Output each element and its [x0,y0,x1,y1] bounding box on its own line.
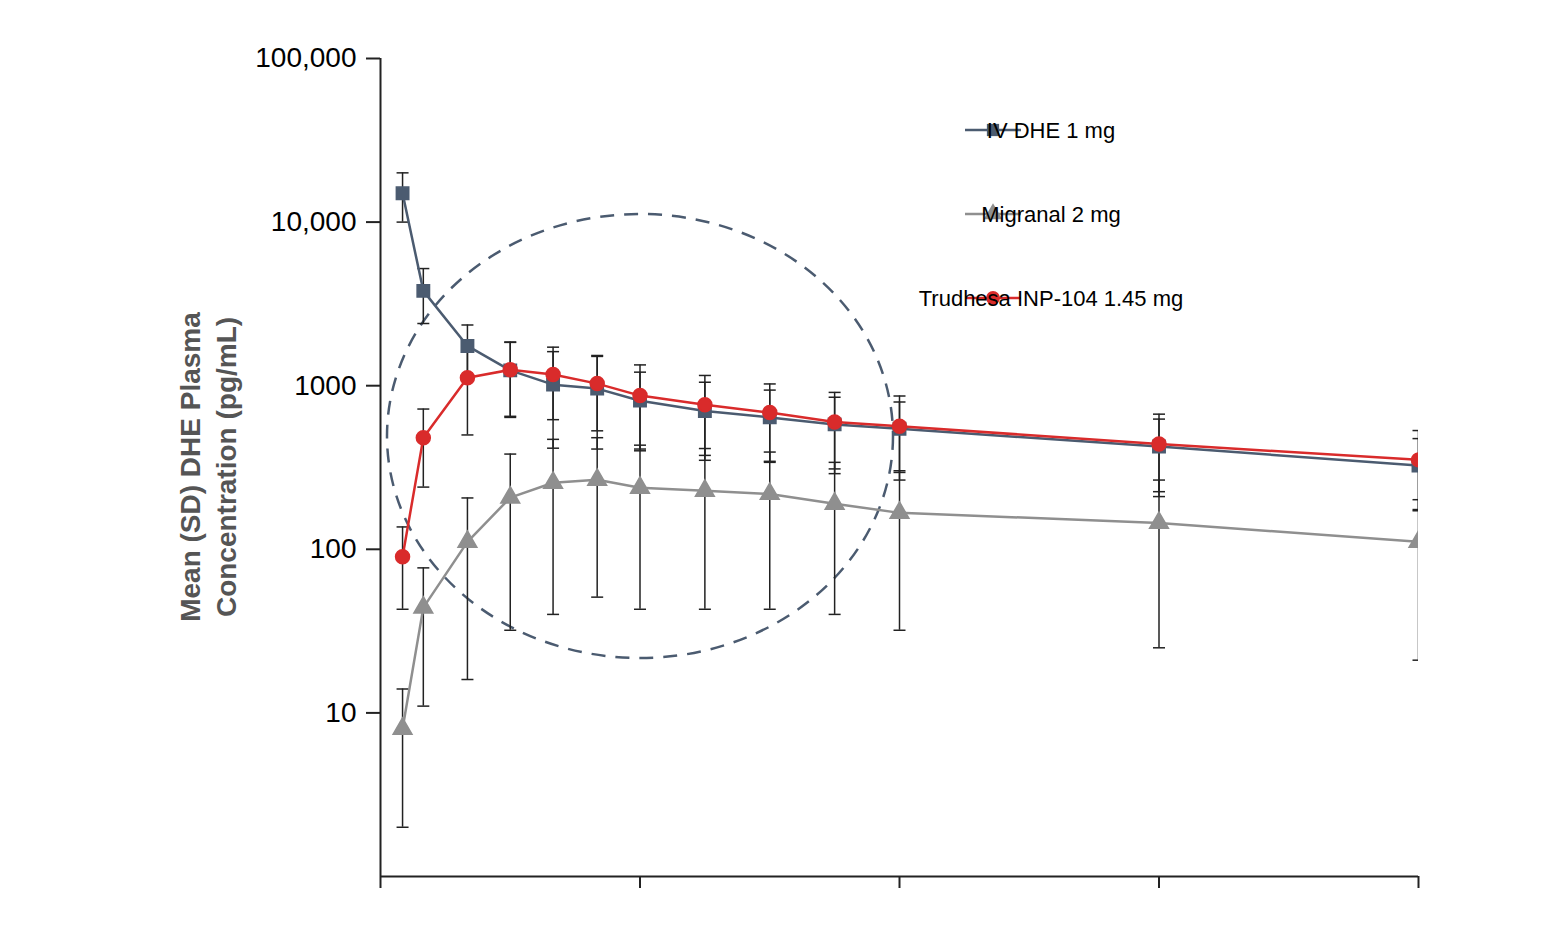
svg-text:Trudhesa INP-104 1.45 mg: Trudhesa INP-104 1.45 mg [919,286,1184,311]
svg-text:IV DHE 1 mg: IV DHE 1 mg [987,118,1115,143]
svg-text:100,000: 100,000 [255,42,356,73]
svg-text:10: 10 [325,697,356,728]
svg-text:Mean (SD) DHE PlasmaConcentrat: Mean (SD) DHE PlasmaConcentration (pg/mL… [175,312,242,622]
svg-text:100: 100 [310,533,357,564]
svg-text:Migranal 2 mg: Migranal 2 mg [981,202,1120,227]
svg-text:1000: 1000 [294,370,356,401]
svg-text:10,000: 10,000 [271,206,357,237]
